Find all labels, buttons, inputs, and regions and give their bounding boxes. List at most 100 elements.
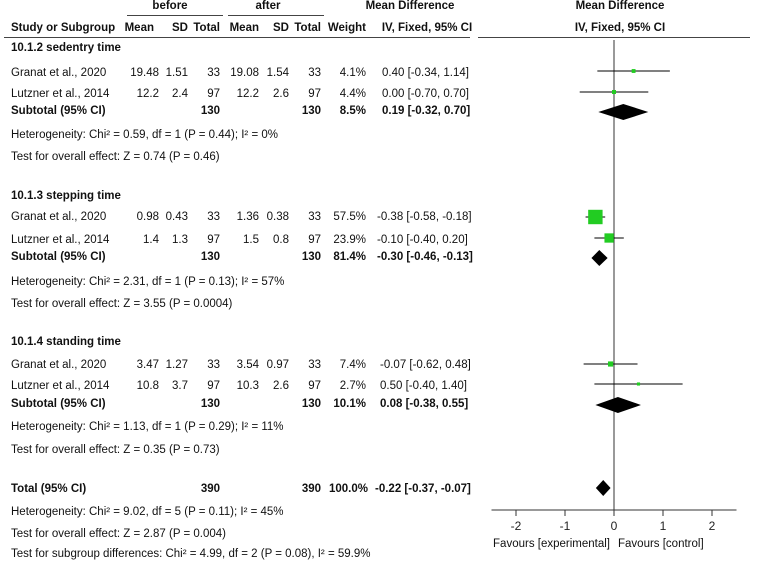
- study-name: Granat et al., 2020: [11, 211, 107, 223]
- weight: 57.5%: [333, 211, 366, 223]
- study-name: Lutzner et al., 2014: [11, 380, 110, 392]
- total2: 33: [308, 211, 321, 223]
- ci-text: -0.07 [-0.62, 0.48]: [380, 359, 471, 371]
- ci-text: -0.38 [-0.58, -0.18]: [377, 211, 472, 223]
- study-effect-marker: [607, 361, 614, 367]
- sd1: 3.7: [172, 380, 188, 392]
- sd1: 1.27: [165, 359, 188, 371]
- study-effect-marker: [636, 382, 641, 386]
- subtotal-ci: 0.19 [-0.32, 0.70]: [382, 105, 471, 117]
- subtotal-label: Subtotal (95% CI): [11, 398, 106, 410]
- total2: 97: [308, 380, 321, 392]
- summary-diamond: [591, 250, 608, 266]
- favours-control-label: Favours [control]: [618, 538, 704, 550]
- x-tick-label: -1: [560, 519, 571, 533]
- sd2: 0.8: [273, 234, 289, 246]
- subgroup-title: 10.1.4 standing time: [11, 336, 121, 348]
- mean1: 0.98: [136, 211, 159, 223]
- mean2: 3.54: [236, 359, 259, 371]
- mean1: 19.48: [130, 67, 159, 79]
- mean2: 1.5: [243, 234, 259, 246]
- sd2: 2.6: [273, 380, 289, 392]
- subtotal-total1: 130: [200, 398, 220, 410]
- total2: 97: [308, 88, 321, 100]
- subtotal-total1: 130: [200, 251, 220, 263]
- total2: 33: [308, 67, 321, 79]
- sd1: 1.51: [165, 67, 188, 79]
- col-sd2-header: SD: [273, 22, 289, 34]
- x-tick-label: 2: [709, 519, 716, 533]
- ci-text: 0.40 [-0.34, 1.14]: [382, 67, 469, 79]
- weight: 4.4%: [339, 88, 366, 100]
- total-ci: -0.22 [-0.37, -0.07]: [375, 483, 471, 495]
- overall-effect-text: Test for overall effect: Z = 0.35 (P = 0…: [11, 444, 220, 456]
- subtotal-total2: 130: [301, 251, 321, 263]
- col-study-header: Study or Subgroup: [11, 22, 116, 34]
- col-total1-header: Total: [193, 22, 220, 34]
- mean2: 1.36: [236, 211, 259, 223]
- weight: 7.4%: [339, 359, 366, 371]
- heterogeneity-text: Heterogeneity: Chi² = 0.59, df = 1 (P = …: [11, 129, 278, 141]
- col-mean2-header: Mean: [229, 22, 259, 34]
- study-effect-marker: [604, 233, 614, 243]
- md-title-left: Mean Difference: [365, 0, 455, 12]
- subgroup-differences-text: Test for subgroup differences: Chi² = 4.…: [11, 548, 371, 560]
- subtotal-ci: 0.08 [-0.38, 0.55]: [380, 398, 469, 410]
- total-weight: 100.0%: [328, 483, 368, 495]
- subtotal-weight: 8.5%: [339, 105, 366, 117]
- heterogeneity-text: Heterogeneity: Chi² = 1.13, df = 1 (P = …: [11, 421, 284, 433]
- group-after-label: after: [255, 0, 281, 12]
- mean1: 10.8: [136, 380, 159, 392]
- subtotal-ci: -0.30 [-0.46, -0.13]: [377, 251, 473, 263]
- total1: 97: [207, 234, 220, 246]
- ci-text: 0.00 [-0.70, 0.70]: [382, 88, 469, 100]
- ci-text: -0.10 [-0.40, 0.20]: [377, 234, 468, 246]
- sd2: 2.6: [273, 88, 289, 100]
- weight: 4.1%: [339, 67, 366, 79]
- study-name: Lutzner et al., 2014: [11, 88, 110, 100]
- x-tick-label: 0: [611, 519, 618, 533]
- total1: 33: [207, 67, 220, 79]
- before-underline: [127, 15, 223, 16]
- header-rule-right: [478, 37, 750, 38]
- study-name: Lutzner et al., 2014: [11, 234, 110, 246]
- sd1: 1.3: [172, 234, 188, 246]
- summary-diamond: [595, 480, 611, 496]
- mean1: 3.47: [136, 359, 159, 371]
- sd1: 0.43: [165, 211, 188, 223]
- mean1: 1.4: [143, 234, 159, 246]
- x-tick-label: 1: [660, 519, 667, 533]
- subtotal-weight: 10.1%: [333, 398, 366, 410]
- summary-diamond: [598, 104, 649, 120]
- header-rule-left: [4, 37, 470, 38]
- sd1: 2.4: [172, 88, 188, 100]
- total1: 33: [207, 359, 220, 371]
- subtotal-total1: 130: [200, 105, 220, 117]
- md-sub-left: IV, Fixed, 95% CI: [381, 22, 473, 34]
- study-name: Granat et al., 2020: [11, 359, 107, 371]
- total1: 97: [207, 380, 220, 392]
- sd2: 0.38: [266, 211, 289, 223]
- total-overall-effect-text: Test for overall effect: Z = 2.87 (P = 0…: [11, 528, 226, 540]
- col-weight-header: Weight: [327, 22, 366, 34]
- md-sub-right: IV, Fixed, 95% CI: [574, 22, 666, 34]
- study-name: Granat et al., 2020: [11, 67, 107, 79]
- total2: 97: [308, 234, 321, 246]
- weight: 2.7%: [339, 380, 366, 392]
- subtotal-label: Subtotal (95% CI): [11, 105, 106, 117]
- total-label: Total (95% CI): [11, 483, 87, 495]
- col-mean1-header: Mean: [124, 22, 154, 34]
- x-tick-label: -2: [511, 519, 522, 533]
- total2: 33: [308, 359, 321, 371]
- total1: 33: [207, 211, 220, 223]
- study-effect-marker: [631, 69, 636, 73]
- sd2: 1.54: [266, 67, 289, 79]
- summary-diamond: [595, 397, 641, 413]
- total-total1: 390: [200, 483, 220, 495]
- weight: 23.9%: [333, 234, 366, 246]
- subtotal-weight: 81.4%: [333, 251, 366, 263]
- study-effect-marker: [588, 209, 603, 225]
- after-underline: [228, 15, 324, 16]
- mean1: 12.2: [136, 88, 159, 100]
- subgroup-title: 10.1.2 sedentry time: [11, 42, 121, 54]
